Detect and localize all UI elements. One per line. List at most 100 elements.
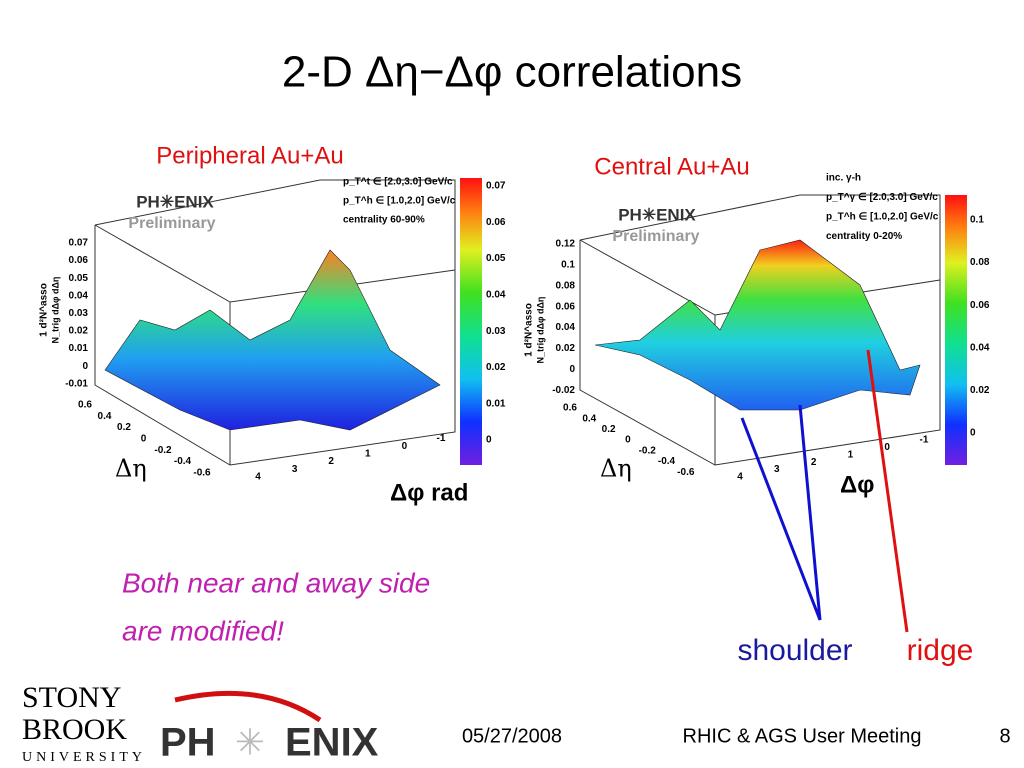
- z-tick-label: 0.12: [556, 239, 576, 250]
- annotation: are modified!: [122, 615, 284, 646]
- x-axis-label: Δη: [600, 455, 632, 483]
- y-axis-label: Δφ: [840, 471, 874, 498]
- z-tick-label: 0: [569, 364, 575, 375]
- eta-tick-label: 0.4: [98, 411, 112, 422]
- shoulder-label: shoulder: [737, 634, 852, 667]
- eta-tick-label: 0.2: [602, 424, 616, 435]
- surface: [104, 249, 441, 431]
- panel-label: Peripheral Au+Au: [156, 142, 343, 169]
- z-tick-label: 0.06: [69, 255, 89, 266]
- panel-label: Central Au+Au: [594, 153, 749, 180]
- eta-tick-label: 0.4: [582, 413, 596, 424]
- logo-star: ✳: [235, 722, 265, 763]
- colorbar-tick-label: 0.04: [970, 342, 990, 353]
- y-axis-label: Δφ rad: [390, 479, 468, 506]
- eta-tick-label: 0: [141, 434, 147, 445]
- z-axis-label: 1 d²N^asso: [524, 303, 535, 357]
- colorbar: [945, 195, 967, 465]
- page-number: 8: [999, 725, 1010, 747]
- ridge-arrow: [866, 349, 909, 633]
- phi-tick-label: -1: [920, 435, 929, 446]
- date: 05/27/2008: [462, 725, 562, 747]
- phi-tick-label: 1: [365, 449, 371, 460]
- eta-tick-label: 0.6: [563, 403, 577, 414]
- colorbar-tick-label: 0.01: [486, 398, 506, 409]
- legend-line: centrality 0-20%: [826, 231, 902, 242]
- z-tick-label: 0.08: [556, 280, 576, 291]
- z-tick-label: 0.06: [556, 301, 576, 312]
- z-axis-label: N_trig dΔφ dΔη: [535, 297, 545, 364]
- phi-tick-label: 4: [737, 472, 743, 483]
- z-tick-label: 0.05: [69, 273, 89, 284]
- eta-tick-label: -0.4: [658, 456, 676, 467]
- preliminary: Preliminary: [612, 228, 699, 245]
- phi-tick-label: 0: [402, 441, 408, 452]
- eta-tick-label: 0.2: [117, 422, 131, 433]
- phi-tick-label: 4: [255, 472, 261, 483]
- phi-tick-label: 3: [774, 464, 780, 475]
- z-tick-label: 0.02: [556, 343, 576, 354]
- z-axis-label: N_trig dΔφ dΔη: [50, 277, 60, 344]
- z-tick-label: 0.03: [69, 308, 89, 319]
- annotation: Both near and away side: [122, 567, 430, 598]
- phi-tick-label: -1: [437, 433, 446, 444]
- colorbar-tick-label: 0.03: [486, 326, 506, 337]
- z-tick-label: 0.01: [69, 343, 89, 354]
- colorbar-tick-label: 0.05: [486, 253, 506, 264]
- z-tick-label: -0.01: [65, 378, 88, 389]
- z-axis-label: 1 d²N^asso: [39, 283, 50, 337]
- x-axis-label: Δη: [115, 455, 147, 483]
- legend-line: p_T^h ∈ [1.0,2.0] GeV/c: [343, 196, 456, 207]
- phi-tick-label: 3: [292, 464, 298, 475]
- z-tick-label: 0.07: [69, 238, 89, 249]
- legend-line: centrality 60-90%: [343, 215, 425, 226]
- university: STONY: [22, 681, 121, 714]
- colorbar-tick-label: 0.04: [486, 290, 506, 301]
- colorbar-tick-label: 0: [970, 428, 976, 439]
- z-tick-label: 0.04: [69, 290, 89, 301]
- phi-tick-label: 2: [328, 456, 334, 467]
- legend-line: p_T^γ ∈ [2.0,3.0] GeV/c: [826, 192, 938, 203]
- legend-line: inc. γ-h: [826, 173, 861, 184]
- logo: ENIX: [285, 721, 379, 765]
- z-tick-label: -0.02: [552, 385, 575, 396]
- eta-tick-label: 0: [625, 435, 631, 446]
- eta-tick-label: -0.2: [154, 445, 172, 456]
- university: UNIVERSITY: [22, 750, 146, 765]
- z-tick-label: 0: [82, 361, 88, 372]
- logo: PH✳ENIX: [618, 205, 696, 224]
- title: 2-D Δη−Δφ correlations: [282, 48, 742, 97]
- colorbar-tick-label: 0.1: [970, 215, 984, 226]
- colorbar-tick-label: 0: [486, 435, 492, 446]
- surface: [594, 239, 921, 411]
- meeting: RHIC & AGS User Meeting: [683, 725, 922, 747]
- z-tick-label: 0.04: [556, 322, 576, 333]
- phi-tick-label: 1: [848, 449, 854, 460]
- university: BROOK: [22, 713, 127, 746]
- colorbar-tick-label: 0.02: [486, 362, 506, 373]
- logo: PH: [160, 721, 216, 765]
- colorbar-tick-label: 0.07: [486, 181, 506, 192]
- phi-tick-label: 2: [811, 457, 817, 468]
- colorbar: [460, 178, 482, 465]
- eta-tick-label: -0.4: [174, 456, 192, 467]
- eta-tick-label: -0.6: [677, 467, 695, 478]
- colorbar-tick-label: 0.08: [970, 257, 990, 268]
- shoulder-arrows: [740, 404, 822, 621]
- colorbar-tick-label: 0.06: [486, 217, 506, 228]
- colorbar-tick-label: 0.06: [970, 300, 990, 311]
- eta-tick-label: 0.6: [78, 400, 92, 411]
- preliminary: Preliminary: [128, 215, 215, 232]
- logo: PH✳ENIX: [136, 192, 214, 211]
- eta-tick-label: -0.2: [639, 445, 657, 456]
- legend-line: p_T^h ∈ [1.0,2.0] GeV/c: [826, 212, 939, 223]
- z-tick-label: 0.02: [69, 326, 89, 337]
- phi-tick-label: 0: [884, 442, 890, 453]
- z-tick-label: 0.1: [561, 260, 575, 271]
- logo-arc: [174, 690, 322, 723]
- ridge-label: ridge: [907, 634, 974, 667]
- colorbar-tick-label: 0.02: [970, 385, 990, 396]
- eta-tick-label: -0.6: [193, 467, 211, 478]
- legend-line: p_T^t ∈ [2.0,3.0] GeV/c: [343, 177, 453, 188]
